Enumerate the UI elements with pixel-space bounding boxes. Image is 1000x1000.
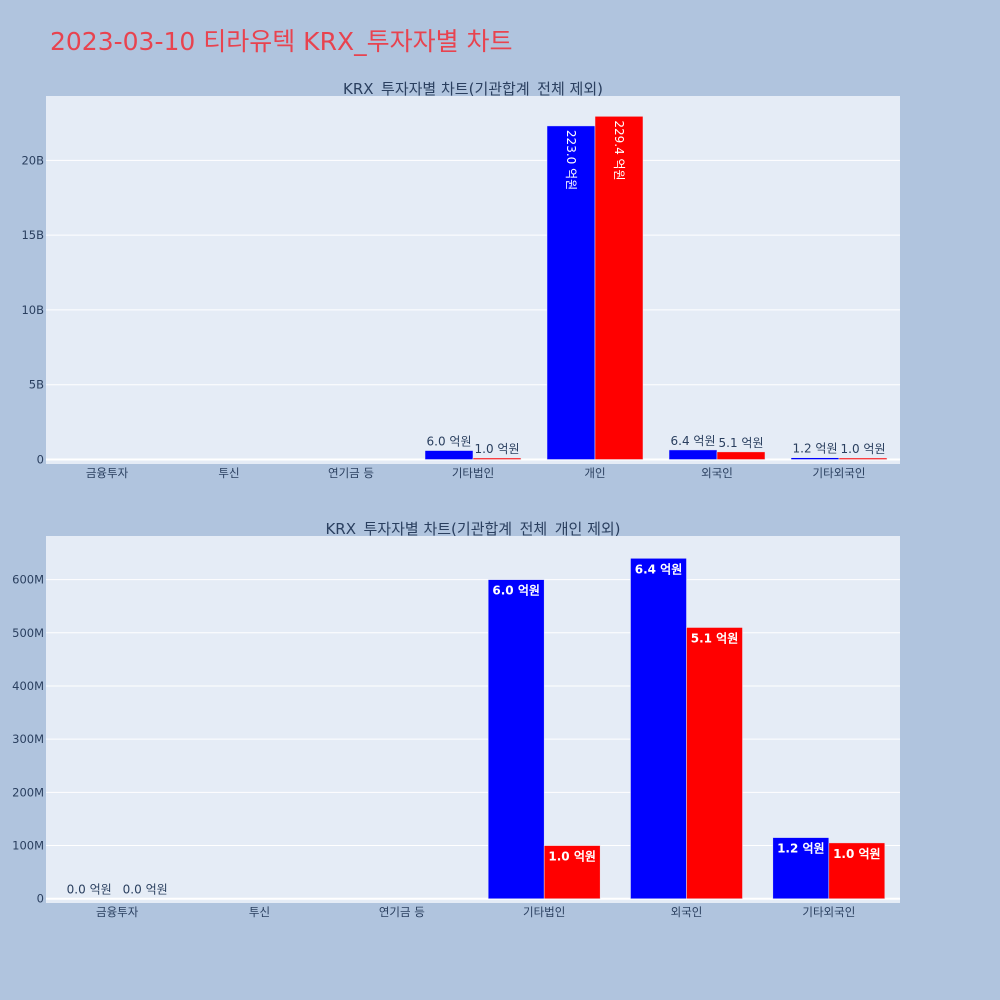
x-tick-label: 연기금 등: [328, 466, 374, 480]
y-tick-label: 5B: [29, 378, 44, 392]
data-label: 6.0 억원: [492, 584, 540, 598]
data-label: 1.0 억원: [833, 847, 881, 861]
x-tick-label: 기타외국인: [802, 905, 855, 919]
bar: [630, 558, 687, 899]
chart-title: KRX_투자자별 차트(기관합계_전체_개인 제외): [325, 520, 620, 539]
bar: [487, 579, 545, 899]
y-tick-label: 200M: [12, 785, 44, 799]
y-tick-label: 600M: [12, 573, 44, 587]
bar: [686, 627, 743, 899]
bar: [838, 457, 888, 460]
y-tick-label: 0: [37, 892, 44, 906]
data-label: 6.4 억원: [671, 434, 716, 448]
y-tick-label: 100M: [12, 839, 44, 853]
y-tick-label: 15B: [21, 228, 44, 242]
chart-bottom: KRX_투자자별 차트(기관합계_전체_개인 제외) 0 100M 200M 300M…: [12, 520, 900, 919]
data-label: 6.0 억원: [427, 435, 472, 449]
plot-area: [46, 96, 900, 464]
page-title: 2023-03-10 티라유텍 KRX_투자자별 차트: [50, 27, 513, 56]
x-tick-label: 기타법인: [523, 905, 565, 919]
bar: [546, 125, 596, 460]
data-label: 5.1 억원: [719, 436, 764, 450]
x-tick-label: 개인: [584, 466, 605, 480]
chart-top: KRX_투자자별 차트(기관합계_전체 제외) 0 5B 10B 15B 20B 금융투자…: [21, 80, 900, 480]
y-tick-label: 300M: [12, 732, 44, 746]
x-tick-label: 외국인: [671, 905, 703, 919]
bar: [828, 842, 886, 899]
bar: [424, 450, 474, 460]
x-tick-label: 연기금 등: [379, 905, 425, 919]
bar: [668, 449, 718, 460]
y-tick-label: 20B: [21, 153, 44, 167]
data-label: 1.2 억원: [793, 442, 838, 456]
data-label: 5.1 억원: [691, 631, 739, 645]
data-label: 1.0 억원: [841, 442, 886, 456]
bar: [472, 457, 522, 460]
x-tick-label: 기타외국인: [813, 466, 866, 480]
data-label: 1.0 억원: [548, 850, 596, 864]
y-tick-label: 400M: [12, 679, 44, 693]
y-tick-label: 0: [37, 453, 44, 467]
data-label: 0.0 억원: [123, 883, 168, 897]
data-label: 1.0 억원: [475, 442, 520, 456]
data-label: 6.4 억원: [635, 562, 683, 576]
data-label: 223.0 억원: [564, 130, 578, 190]
plot-area: [46, 536, 900, 903]
x-tick-label: 금융투자: [86, 466, 129, 480]
x-tick-label: 금융투자: [96, 905, 139, 919]
x-tick-label: 투신: [249, 905, 270, 919]
bar: [716, 451, 766, 460]
y-tick-label: 10B: [21, 303, 44, 317]
y-tick-label: 500M: [12, 626, 44, 640]
bar: [543, 845, 601, 899]
data-label: 229.4 억원: [612, 120, 626, 180]
chart-title: KRX_투자자별 차트(기관합계_전체 제외): [343, 80, 603, 99]
x-tick-label: 투신: [218, 466, 239, 480]
bar: [594, 116, 644, 460]
data-label: 1.2 억원: [777, 842, 825, 856]
bar: [790, 457, 840, 460]
x-tick-label: 외국인: [701, 466, 733, 480]
x-tick-label: 기타법인: [452, 466, 494, 480]
data-label: 0.0 억원: [67, 883, 112, 897]
